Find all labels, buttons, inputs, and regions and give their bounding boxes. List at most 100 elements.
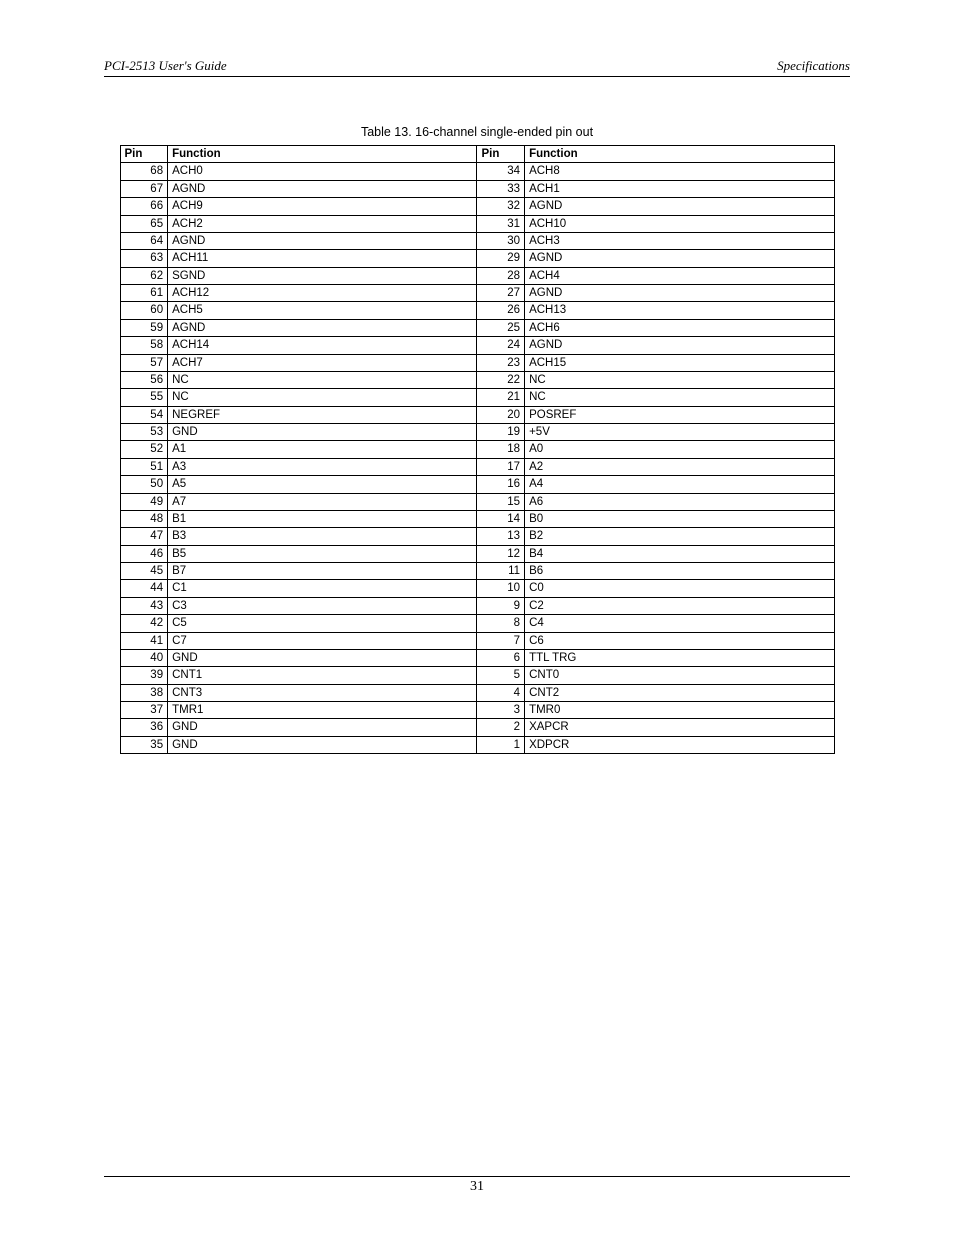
pin-cell: 11	[477, 563, 525, 580]
function-cell: ACH1	[525, 180, 834, 197]
table-row: 67AGND33ACH1	[120, 180, 834, 197]
function-cell: AGND	[525, 285, 834, 302]
pin-cell: 55	[120, 389, 168, 406]
function-cell: B7	[168, 563, 477, 580]
table-row: 45B711B6	[120, 563, 834, 580]
pin-cell: 37	[120, 702, 168, 719]
col-pin-a: Pin	[120, 146, 168, 163]
function-cell: CNT3	[168, 684, 477, 701]
pin-cell: 66	[120, 198, 168, 215]
function-cell: C5	[168, 615, 477, 632]
function-cell: C2	[525, 597, 834, 614]
pin-cell: 41	[120, 632, 168, 649]
pin-cell: 26	[477, 302, 525, 319]
table-row: 37TMR13TMR0	[120, 702, 834, 719]
function-cell: C6	[525, 632, 834, 649]
function-cell: C4	[525, 615, 834, 632]
function-cell: XAPCR	[525, 719, 834, 736]
function-cell: NC	[525, 389, 834, 406]
function-cell: CNT1	[168, 667, 477, 684]
pin-cell: 62	[120, 267, 168, 284]
page-number: 31	[470, 1179, 484, 1194]
pin-cell: 65	[120, 215, 168, 232]
function-cell: ACH12	[168, 285, 477, 302]
function-cell: SGND	[168, 267, 477, 284]
page-header: PCI-2513 User's Guide Specifications	[104, 58, 850, 77]
pin-cell: 38	[120, 684, 168, 701]
pin-cell: 51	[120, 458, 168, 475]
function-cell: B5	[168, 545, 477, 562]
pin-cell: 31	[477, 215, 525, 232]
pin-cell: 16	[477, 476, 525, 493]
table-row: 63ACH1129AGND	[120, 250, 834, 267]
pin-cell: 14	[477, 510, 525, 527]
pin-cell: 43	[120, 597, 168, 614]
pin-cell: 1	[477, 736, 525, 753]
pin-cell: 4	[477, 684, 525, 701]
pin-cell: 9	[477, 597, 525, 614]
page: PCI-2513 User's Guide Specifications Tab…	[0, 0, 954, 1235]
function-cell: ACH8	[525, 163, 834, 180]
table-row: 59AGND25ACH6	[120, 319, 834, 336]
pin-cell: 12	[477, 545, 525, 562]
table-row: 49A715A6	[120, 493, 834, 510]
pin-cell: 29	[477, 250, 525, 267]
pin-cell: 63	[120, 250, 168, 267]
table-row: 35GND1XDPCR	[120, 736, 834, 753]
pin-cell: 28	[477, 267, 525, 284]
table-row: 53GND19+5V	[120, 424, 834, 441]
pin-cell: 22	[477, 371, 525, 388]
function-cell: TTL TRG	[525, 649, 834, 666]
function-cell: GND	[168, 719, 477, 736]
pin-cell: 47	[120, 528, 168, 545]
function-cell: B0	[525, 510, 834, 527]
table-row: 46B512B4	[120, 545, 834, 562]
pin-cell: 60	[120, 302, 168, 319]
pin-cell: 61	[120, 285, 168, 302]
function-cell: A2	[525, 458, 834, 475]
table-row: 61ACH1227AGND	[120, 285, 834, 302]
pin-cell: 15	[477, 493, 525, 510]
function-cell: TMR0	[525, 702, 834, 719]
function-cell: B4	[525, 545, 834, 562]
pin-cell: 2	[477, 719, 525, 736]
function-cell: AGND	[525, 250, 834, 267]
pin-cell: 39	[120, 667, 168, 684]
table-row: 44C110C0	[120, 580, 834, 597]
pin-cell: 30	[477, 232, 525, 249]
table-row: 62SGND28ACH4	[120, 267, 834, 284]
table-row: 54NEGREF20POSREF	[120, 406, 834, 423]
pin-cell: 7	[477, 632, 525, 649]
table-row: 56NC22NC	[120, 371, 834, 388]
page-footer: 31	[104, 1176, 850, 1195]
function-cell: NEGREF	[168, 406, 477, 423]
pin-cell: 58	[120, 337, 168, 354]
table-row: 50A516A4	[120, 476, 834, 493]
table-row: 43C39C2	[120, 597, 834, 614]
function-cell: C1	[168, 580, 477, 597]
function-cell: A4	[525, 476, 834, 493]
pinout-table: Pin Function Pin Function 68ACH034ACH867…	[120, 145, 835, 754]
function-cell: GND	[168, 736, 477, 753]
function-cell: GND	[168, 424, 477, 441]
function-cell: TMR1	[168, 702, 477, 719]
function-cell: ACH9	[168, 198, 477, 215]
table-row: 40GND6TTL TRG	[120, 649, 834, 666]
function-cell: A1	[168, 441, 477, 458]
table-row: 48B114B0	[120, 510, 834, 527]
function-cell: A0	[525, 441, 834, 458]
function-cell: NC	[168, 389, 477, 406]
function-cell: ACH2	[168, 215, 477, 232]
pin-cell: 45	[120, 563, 168, 580]
pin-cell: 49	[120, 493, 168, 510]
function-cell: A5	[168, 476, 477, 493]
function-cell: ACH7	[168, 354, 477, 371]
pin-cell: 18	[477, 441, 525, 458]
function-cell: ACH5	[168, 302, 477, 319]
header-left: PCI-2513 User's Guide	[104, 58, 227, 74]
pin-cell: 48	[120, 510, 168, 527]
function-cell: XDPCR	[525, 736, 834, 753]
table-row: 58ACH1424AGND	[120, 337, 834, 354]
pin-cell: 3	[477, 702, 525, 719]
function-cell: ACH15	[525, 354, 834, 371]
